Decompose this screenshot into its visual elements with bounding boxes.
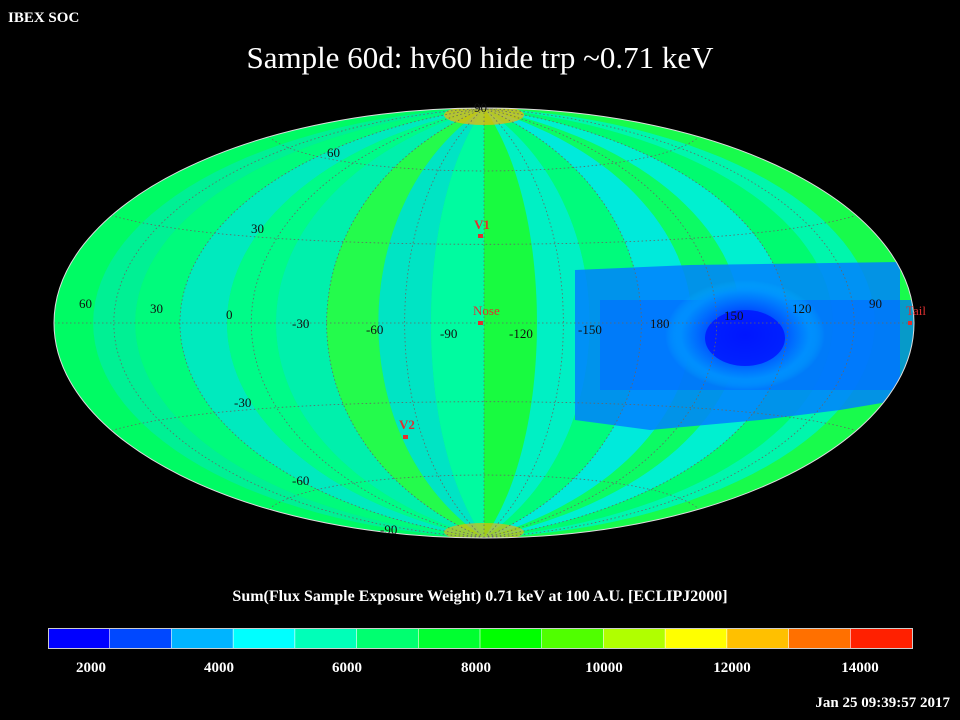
timestamp: Jan 25 09:39:57 2017: [815, 695, 950, 711]
flux-band: [484, 108, 789, 538]
meridian-line: [483, 107, 718, 539]
lat-label: 60: [327, 145, 340, 160]
marker-tail-dot: [908, 321, 912, 325]
colorbar-swatch: [48, 629, 111, 648]
markers: V1 Nose V2 Tail: [399, 217, 926, 439]
flux-band: [484, 108, 833, 538]
lon-label: 60: [79, 296, 92, 311]
colorbar-tick: 12000: [713, 660, 751, 676]
map-outline: [53, 107, 915, 539]
flux-band: [484, 108, 741, 538]
colorbar-tick: 2000: [76, 660, 106, 676]
flux-band: [135, 108, 484, 538]
organization-label: IBEX SOC: [8, 10, 80, 26]
coordinate-grid: [54, 107, 914, 539]
parallel-line: [111, 215, 857, 245]
lat-label: 90: [474, 100, 487, 115]
marker-v1-dot: [478, 234, 483, 238]
colorbar-tick: 8000: [461, 660, 491, 676]
map-title: Sample 60d: hv60 hide trp ~0.71 keV: [246, 40, 714, 75]
lon-label: -60: [366, 322, 383, 337]
flux-band: [326, 108, 484, 538]
colorbar-swatch: [603, 629, 666, 648]
colorbar-swatch: [726, 629, 790, 648]
meridian-line: [483, 107, 789, 539]
lat-label: -60: [292, 473, 309, 488]
lon-label: -150: [578, 322, 602, 337]
marker-v2-dot: [403, 435, 408, 439]
colorbar-swatch: [418, 629, 481, 648]
flux-band: [276, 108, 484, 538]
colorbar-swatch: [850, 629, 913, 648]
colorbar-swatch: [788, 629, 851, 648]
marker-tail-label: Tail: [906, 303, 926, 318]
parallel-line: [268, 136, 700, 172]
meridian-line: [404, 107, 485, 539]
flux-map-pixels: [54, 108, 914, 538]
colorbar-tick: 6000: [332, 660, 362, 676]
sky-map: 60 30 0 -30 -60 -90 90 60 30 -30 -60 -90…: [53, 100, 926, 539]
colorbar-tick: 4000: [204, 660, 234, 676]
colorbar-tick: 14000: [841, 660, 879, 676]
marker-nose-dot: [478, 321, 483, 325]
marker-v2-label: V2: [399, 417, 415, 432]
lon-label: -120: [509, 326, 533, 341]
colorbar-swatch: [171, 629, 234, 648]
lon-label: 30: [150, 301, 163, 316]
flux-band: [484, 108, 590, 538]
meridian-line: [113, 107, 485, 539]
flux-band: [484, 108, 692, 538]
lon-label: 120: [792, 301, 812, 316]
flux-band: [179, 108, 484, 538]
parallel-line: [111, 401, 857, 431]
lat-label: 0: [226, 307, 233, 322]
lat-label: -30: [234, 395, 251, 410]
lon-label: 90: [869, 296, 882, 311]
meridian-line: [483, 107, 855, 539]
colorbar-swatch: [665, 629, 728, 648]
meridian-line: [326, 107, 485, 539]
parallel-line: [268, 474, 700, 510]
colorbar: [48, 628, 913, 649]
flux-band: [431, 108, 484, 538]
flux-band: [378, 108, 484, 538]
lon-label: -90: [440, 326, 457, 341]
meridian-line: [483, 107, 564, 539]
colorbar-title: Sum(Flux Sample Exposure Weight) 0.71 ke…: [232, 588, 728, 605]
lat-label: -90: [380, 522, 397, 537]
colorbar-swatch: [480, 629, 543, 648]
flux-band: [484, 108, 642, 538]
colorbar-swatch: [294, 629, 358, 648]
colorbar-tick: 10000: [585, 660, 623, 676]
colorbar-swatch: [541, 629, 604, 648]
lat-label: 30: [251, 221, 264, 236]
colorbar-swatch: [356, 629, 419, 648]
marker-v1-label: V1: [474, 217, 490, 232]
lon-label: 180: [650, 316, 670, 331]
grid-labels: 60 30 0 -30 -60 -90 90 60 30 -30 -60 -90…: [79, 100, 882, 537]
colorbar-swatch: [233, 629, 296, 648]
flux-band: [227, 108, 484, 538]
lon-label: 150: [724, 308, 744, 323]
colorbar-swatch: [109, 629, 172, 648]
marker-nose-label: Nose: [473, 303, 500, 318]
meridian-line: [483, 107, 642, 539]
lon-label: -30: [292, 316, 309, 331]
